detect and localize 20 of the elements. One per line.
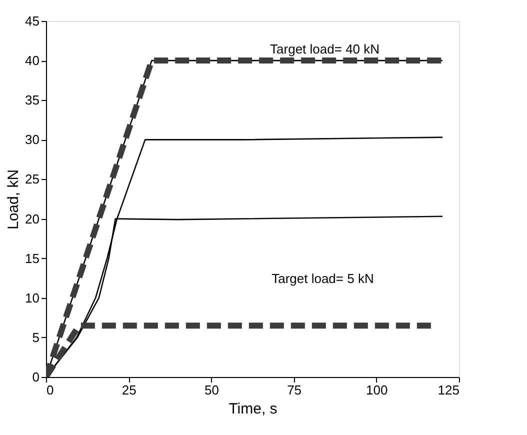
x-axis-title: Time, s: [228, 400, 278, 418]
y-tick-label: 5: [32, 330, 40, 345]
y-tick-label: 30: [25, 132, 40, 148]
annotation: Target load= 5 kN: [272, 271, 374, 286]
y-tick-label: 35: [25, 92, 40, 108]
x-tick-label: 75: [287, 382, 302, 398]
x-tick-label: 0: [46, 382, 54, 398]
y-tick-label: 40: [25, 53, 40, 68]
y-tick-label: 10: [25, 290, 40, 306]
y-tick-label: 0: [32, 370, 40, 384]
annotation: Target load= 40 kN: [270, 41, 380, 56]
y-tick-label: 15: [25, 250, 40, 266]
y-tick-label: 45: [25, 14, 40, 28]
x-tick-label: 100: [366, 382, 388, 398]
y-tick-label: 25: [25, 172, 40, 187]
x-tick-label: 50: [204, 382, 219, 398]
x-tick-label: 25: [122, 382, 136, 398]
y-tick-label: 20: [25, 211, 40, 226]
y-axis-title: Load, kN: [5, 169, 22, 230]
x-tick-label: 125: [438, 382, 460, 398]
